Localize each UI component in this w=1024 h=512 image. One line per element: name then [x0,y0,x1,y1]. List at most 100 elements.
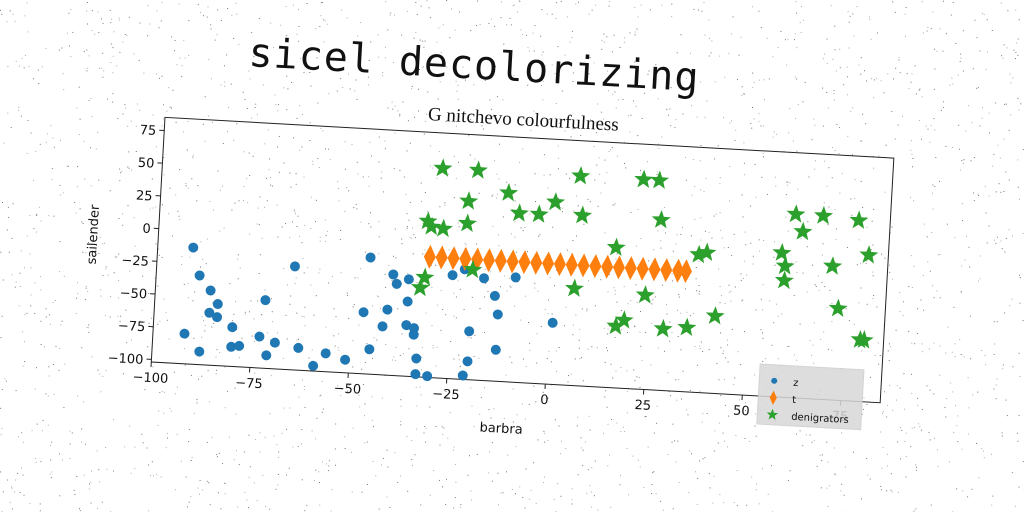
t-point [612,255,625,280]
z-point [391,279,402,290]
z-point [364,344,375,355]
t-point [447,246,460,271]
denigrators-point [822,256,842,275]
series-t [423,245,692,284]
x-tick-label: −25 [432,387,460,404]
denigrators-point [499,182,519,201]
x-tick-label: 50 [733,404,750,420]
t-point [541,251,554,276]
z-point [493,309,504,320]
x-tick-label: −50 [333,381,361,398]
z-point [234,341,245,352]
denigrators-point [849,210,869,229]
z-point [377,321,388,332]
t-point [577,253,590,278]
t-point [636,256,649,281]
z-point [260,295,271,306]
t-point [660,258,673,283]
z-point [382,304,393,315]
denigrators-point [649,170,669,189]
y-tick-label: −50 [119,286,147,303]
y-tick-label: 75 [139,123,156,139]
legend-label: z [793,378,799,389]
denigrators-point [774,270,794,289]
x-tick-label: −100 [132,370,169,387]
denigrators-point [457,213,477,232]
denigrators-point [793,221,813,240]
z-point [254,331,265,342]
legend: zt denigrators [757,364,864,430]
y-tick-label: 50 [137,156,154,172]
z-point [365,252,376,263]
denigrators-point [651,209,671,228]
chart-area: G nitchevo colourfulness −100 −75 −50 −25 0 2… [76,85,895,457]
denigrators-point [468,160,488,179]
z-point [490,291,501,302]
z-point [261,350,272,361]
denigrators-point [635,285,655,304]
z-point [358,307,369,318]
y-tick-label: −25 [121,253,149,270]
z-point [320,348,331,359]
denigrators-point [459,191,479,210]
y-tick-label: 0 [142,222,151,237]
z-point [194,270,205,281]
z-point [462,356,473,367]
z-point [410,369,421,380]
t-point [553,252,566,277]
z-point [188,242,199,253]
z-point [404,274,415,285]
t-point [506,249,519,274]
z-point [308,361,319,372]
denigrators-point [571,166,591,185]
y-tick-label: −75 [117,319,145,336]
denigrators-point [529,204,549,223]
denigrators-point [772,242,792,261]
t-point [435,245,448,270]
t-point [518,250,531,275]
z-point [270,337,281,348]
x-tick-label: 0 [540,393,549,408]
y-axis-label: sailender [85,204,103,265]
z-point [340,354,351,365]
z-point [179,328,190,339]
denigrators-point [828,298,848,317]
z-point [227,322,238,333]
denigrators-point [564,278,584,297]
z-point [205,285,216,296]
z-point [213,299,224,310]
chart-title: G nitchevo colourfulness [427,104,619,136]
z-point [491,345,502,356]
t-point [494,249,507,274]
t-point [624,256,637,281]
z-point [402,296,413,307]
legend-label: t [792,395,797,406]
t-point [530,250,543,275]
z-point [411,353,422,364]
denigrators-point [546,192,566,211]
z-point [464,326,475,337]
t-point [423,245,436,270]
denigrators-point [653,318,673,337]
t-point [601,254,614,279]
z-point [547,318,558,329]
y-tick-label: −100 [107,351,144,368]
denigrators-point [677,317,697,336]
z-point [479,273,490,284]
denigrators-point [606,237,626,256]
denigrators-point [813,205,833,224]
z-point [447,270,458,281]
z-point [293,343,304,354]
t-point [589,254,602,279]
t-point [679,259,692,284]
y-tick-label: 25 [136,189,153,205]
denigrators-point [509,203,529,222]
denigrators-point [859,245,879,264]
z-point [194,346,205,357]
x-tick-label: −75 [235,376,263,393]
x-axis-label: barbra [479,420,523,437]
t-point [565,252,578,277]
denigrators-point [634,169,654,188]
denigrators-point [705,306,725,325]
